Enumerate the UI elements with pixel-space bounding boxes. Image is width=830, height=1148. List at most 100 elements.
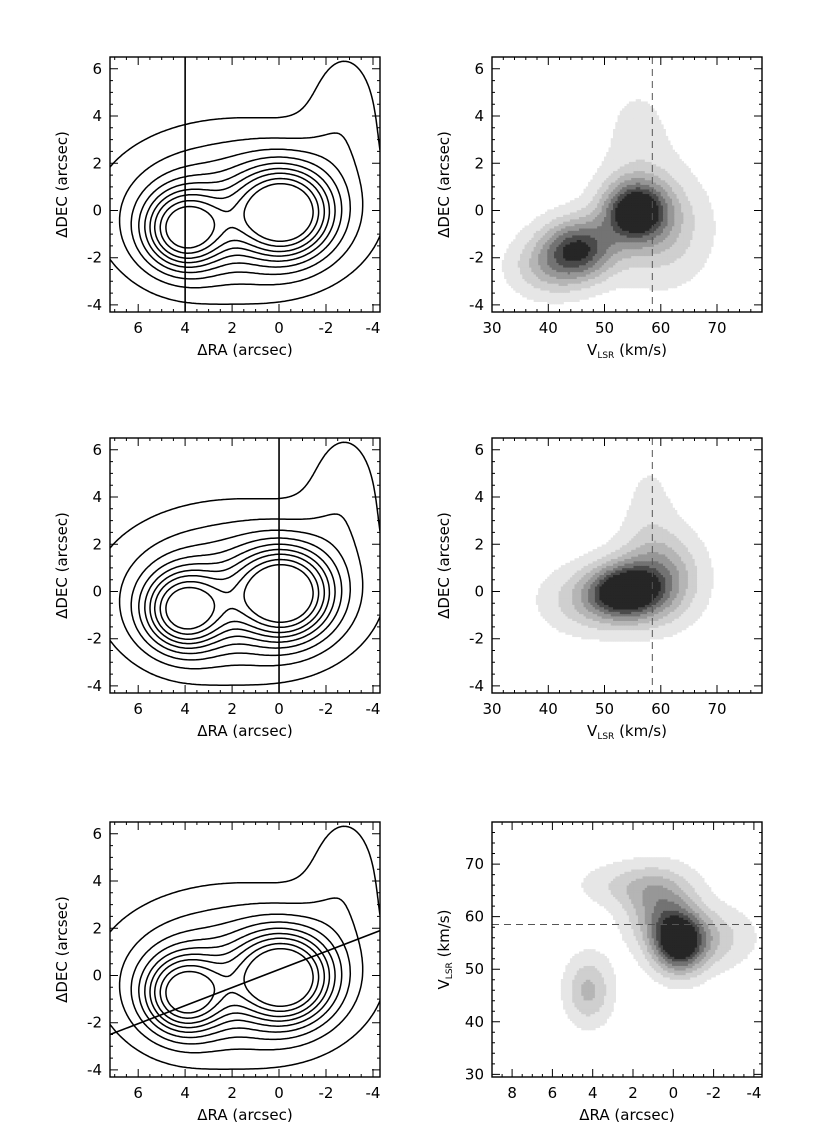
intensity-cell — [653, 170, 657, 174]
intensity-cell — [649, 135, 653, 139]
intensity-cell — [658, 278, 662, 282]
intensity-cell — [617, 119, 621, 123]
intensity-cell — [674, 214, 678, 218]
intensity-cell — [569, 243, 573, 247]
intensity-cell — [540, 273, 544, 277]
intensity-cell — [640, 223, 644, 227]
intensity-cell — [538, 285, 542, 289]
intensity-cell — [690, 172, 694, 176]
intensity-cell — [672, 230, 675, 234]
intensity-cell — [533, 287, 537, 291]
intensity-cell — [588, 264, 592, 268]
intensity-cell — [535, 227, 539, 231]
intensity-cell — [615, 163, 619, 167]
intensity-cell — [613, 135, 617, 139]
intensity-cell — [622, 149, 626, 153]
intensity-cell — [690, 234, 694, 238]
intensity-cell — [569, 278, 573, 282]
intensity-cell — [563, 278, 567, 282]
intensity-cell — [631, 214, 635, 218]
intensity-cell — [706, 255, 710, 259]
intensity-cell — [563, 292, 567, 296]
intensity-cell — [554, 287, 558, 291]
intensity-cell — [694, 271, 698, 275]
intensity-cell — [669, 193, 673, 197]
intensity-cell — [649, 227, 653, 231]
intensity-cell — [635, 147, 639, 151]
intensity-cell — [533, 239, 537, 243]
intensity-cell — [631, 193, 635, 197]
intensity-cell — [644, 250, 648, 254]
intensity-cell — [696, 264, 700, 268]
intensity-cell — [694, 218, 698, 222]
intensity-cell — [681, 239, 685, 243]
intensity-cell — [631, 177, 635, 181]
intensity-cell — [533, 273, 537, 277]
intensity-cell — [524, 269, 528, 273]
intensity-cell — [637, 181, 641, 185]
intensity-cell — [692, 255, 696, 259]
intensity-cell — [662, 285, 666, 289]
intensity-cell — [672, 204, 675, 208]
intensity-cell — [674, 177, 678, 181]
intensity-cell — [699, 253, 703, 257]
intensity-cell — [554, 243, 558, 247]
intensity-cell — [701, 239, 705, 243]
intensity-cell — [660, 243, 664, 247]
intensity-cell — [551, 232, 555, 236]
intensity-cell — [576, 202, 580, 206]
intensity-cell — [522, 257, 526, 261]
intensity-cell — [551, 285, 555, 289]
intensity-cell — [628, 282, 632, 286]
intensity-cell — [603, 220, 607, 224]
intensity-cell — [551, 280, 555, 284]
intensity-cell — [533, 250, 537, 254]
intensity-cell — [681, 273, 685, 277]
intensity-cell — [642, 188, 646, 192]
intensity-cell — [574, 262, 578, 266]
intensity-cell — [594, 241, 598, 245]
intensity-cell — [683, 246, 687, 250]
intensity-cell — [538, 280, 542, 284]
intensity-cell — [594, 202, 598, 206]
intensity-cell — [517, 255, 521, 259]
intensity-cell — [608, 181, 612, 185]
intensity-cell — [608, 638, 612, 642]
intensity-cell — [631, 101, 635, 105]
intensity-cell — [508, 273, 512, 277]
intensity-cell — [687, 276, 691, 280]
intensity-cell — [676, 202, 680, 206]
intensity-cell — [633, 119, 637, 123]
x-tick-label: 2 — [227, 319, 237, 337]
intensity-cell — [565, 216, 569, 220]
intensity-cell — [635, 273, 639, 277]
intensity-cell — [628, 638, 632, 642]
intensity-cell — [640, 191, 644, 195]
intensity-cell — [542, 241, 546, 245]
intensity-cell — [510, 278, 514, 282]
intensity-cell — [647, 209, 651, 213]
intensity-cell — [517, 246, 521, 250]
intensity-cell — [706, 195, 710, 199]
intensity-cell — [610, 151, 614, 155]
intensity-cell — [626, 168, 630, 172]
intensity-cell — [619, 216, 623, 220]
intensity-cell — [637, 209, 641, 213]
intensity-cell — [672, 269, 675, 273]
intensity-cell — [565, 257, 569, 261]
intensity-cell — [696, 223, 700, 227]
intensity-cell — [569, 257, 573, 261]
intensity-cell — [563, 236, 567, 240]
intensity-cell — [560, 255, 564, 259]
intensity-cell — [644, 246, 648, 250]
intensity-cell — [549, 289, 553, 293]
intensity-cell — [642, 255, 646, 259]
intensity-cell — [588, 188, 592, 192]
intensity-cell — [626, 200, 630, 204]
x-tick-label: 4 — [180, 319, 190, 337]
intensity-cell — [615, 216, 619, 220]
intensity-cell — [581, 289, 585, 293]
intensity-cell — [558, 239, 562, 243]
intensity-cell — [542, 259, 546, 263]
intensity-cell — [699, 232, 703, 236]
